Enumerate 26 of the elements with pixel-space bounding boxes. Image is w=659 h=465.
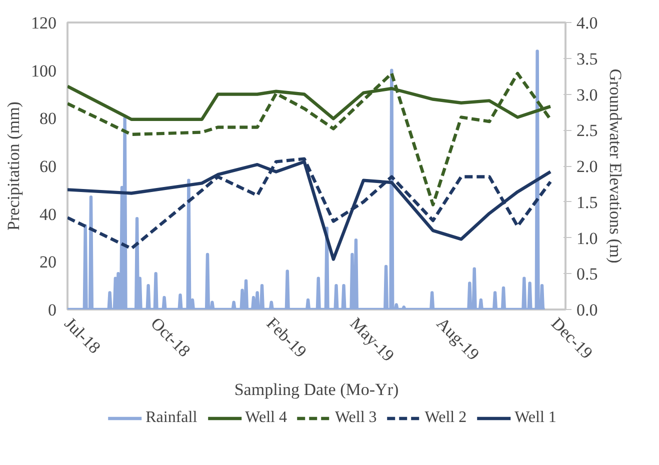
y2-tick-label: 0.5 bbox=[576, 264, 598, 284]
y2-tick-label: 2.5 bbox=[576, 121, 598, 140]
y-tick-label: 100 bbox=[31, 61, 56, 80]
legend-label: Well 4 bbox=[245, 409, 287, 427]
y2-tick-label: 3.5 bbox=[576, 49, 598, 68]
line-series bbox=[68, 50, 546, 310]
y2-tick-label: 0.0 bbox=[576, 300, 598, 320]
y2-tick-label: 4.0 bbox=[576, 14, 598, 32]
legend-label: Well 2 bbox=[424, 409, 467, 427]
y2-tick-label: 1.5 bbox=[576, 192, 598, 212]
y-tick-label: 40 bbox=[40, 204, 56, 224]
y2-tick-label: 2.0 bbox=[576, 157, 598, 176]
legend-label: Well 1 bbox=[514, 409, 556, 427]
y2-tick-label: 3.0 bbox=[576, 85, 598, 104]
y-tick-label: 20 bbox=[40, 252, 56, 272]
y-tick-label: 60 bbox=[40, 157, 56, 176]
x-axis-title: Sampling Date (Mo-Yr) bbox=[234, 380, 399, 399]
y-axis-title: Precipitation (mm) bbox=[4, 102, 23, 230]
line-series bbox=[68, 72, 552, 206]
y2-axis-title: Groundwater Elevations (m) bbox=[606, 68, 625, 264]
legend-label: Well 3 bbox=[334, 409, 377, 427]
y-tick-label: 0 bbox=[48, 300, 56, 320]
y-tick-label: 80 bbox=[40, 109, 56, 128]
y-tick-label: 120 bbox=[31, 14, 56, 32]
y2-tick-label: 1.0 bbox=[576, 228, 598, 248]
legend-label: Rainfall bbox=[146, 409, 198, 427]
